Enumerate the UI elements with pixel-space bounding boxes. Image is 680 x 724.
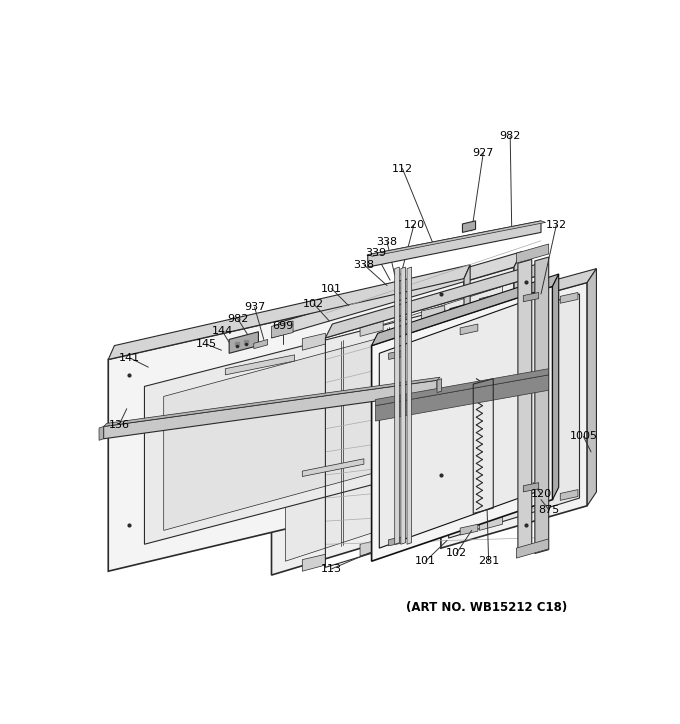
- Polygon shape: [368, 221, 545, 256]
- Polygon shape: [108, 279, 464, 571]
- Polygon shape: [516, 244, 549, 264]
- Text: 120: 120: [530, 489, 551, 500]
- Text: 112: 112: [392, 164, 413, 174]
- Polygon shape: [286, 286, 503, 561]
- Polygon shape: [303, 459, 364, 476]
- Polygon shape: [225, 355, 294, 375]
- Text: 699: 699: [273, 321, 294, 332]
- Text: 132: 132: [546, 219, 567, 230]
- Polygon shape: [422, 306, 445, 322]
- Polygon shape: [360, 319, 383, 337]
- Polygon shape: [460, 524, 478, 535]
- Text: 141: 141: [119, 353, 140, 363]
- Text: 101: 101: [321, 284, 342, 294]
- Polygon shape: [371, 286, 553, 561]
- Text: (ART NO. WB15212 C18): (ART NO. WB15212 C18): [407, 601, 568, 614]
- Text: 113: 113: [321, 564, 342, 574]
- Polygon shape: [560, 292, 578, 303]
- Text: 102: 102: [303, 299, 324, 309]
- Polygon shape: [441, 282, 588, 548]
- Text: 982: 982: [227, 313, 248, 324]
- Polygon shape: [464, 265, 470, 487]
- Polygon shape: [535, 257, 549, 554]
- Polygon shape: [449, 294, 579, 538]
- Polygon shape: [360, 539, 383, 556]
- Polygon shape: [437, 379, 442, 392]
- Polygon shape: [460, 324, 478, 334]
- Text: 339: 339: [365, 248, 386, 258]
- Polygon shape: [588, 269, 596, 506]
- Text: 136: 136: [109, 420, 129, 430]
- Text: 1005: 1005: [569, 432, 597, 442]
- Polygon shape: [462, 221, 475, 232]
- Polygon shape: [514, 252, 522, 502]
- Polygon shape: [479, 293, 503, 310]
- Text: 120: 120: [403, 219, 424, 230]
- Polygon shape: [388, 350, 404, 359]
- Polygon shape: [144, 309, 445, 544]
- Text: 937: 937: [244, 302, 265, 312]
- Polygon shape: [441, 269, 596, 322]
- Polygon shape: [271, 321, 293, 338]
- Polygon shape: [524, 292, 539, 302]
- Polygon shape: [108, 265, 470, 359]
- Polygon shape: [379, 294, 545, 548]
- Polygon shape: [229, 332, 258, 353]
- Polygon shape: [394, 267, 399, 544]
- Polygon shape: [303, 333, 326, 350]
- Polygon shape: [164, 322, 437, 531]
- Polygon shape: [371, 274, 559, 345]
- Polygon shape: [553, 274, 559, 500]
- Polygon shape: [388, 536, 404, 546]
- Polygon shape: [368, 221, 541, 267]
- Polygon shape: [99, 426, 103, 440]
- Polygon shape: [103, 380, 437, 439]
- Text: 144: 144: [211, 326, 233, 336]
- Text: 982: 982: [500, 131, 521, 141]
- Polygon shape: [422, 526, 445, 543]
- Polygon shape: [375, 369, 549, 405]
- Text: 102: 102: [445, 549, 467, 558]
- Text: 338: 338: [377, 237, 398, 247]
- Text: 338: 338: [354, 260, 375, 270]
- Text: 281: 281: [478, 556, 499, 566]
- Polygon shape: [103, 377, 440, 426]
- Polygon shape: [560, 489, 578, 500]
- Polygon shape: [254, 340, 268, 349]
- Polygon shape: [303, 555, 326, 571]
- Polygon shape: [479, 513, 503, 531]
- Text: 927: 927: [473, 148, 494, 158]
- Polygon shape: [375, 375, 549, 421]
- Polygon shape: [407, 267, 411, 544]
- Polygon shape: [271, 267, 514, 575]
- Text: 101: 101: [415, 556, 436, 566]
- Polygon shape: [401, 267, 405, 544]
- Polygon shape: [524, 483, 539, 492]
- Polygon shape: [541, 261, 548, 502]
- Text: 145: 145: [195, 339, 217, 349]
- Polygon shape: [516, 539, 549, 558]
- Text: 875: 875: [538, 505, 560, 515]
- Polygon shape: [518, 259, 532, 556]
- Polygon shape: [326, 261, 548, 338]
- Polygon shape: [271, 252, 522, 338]
